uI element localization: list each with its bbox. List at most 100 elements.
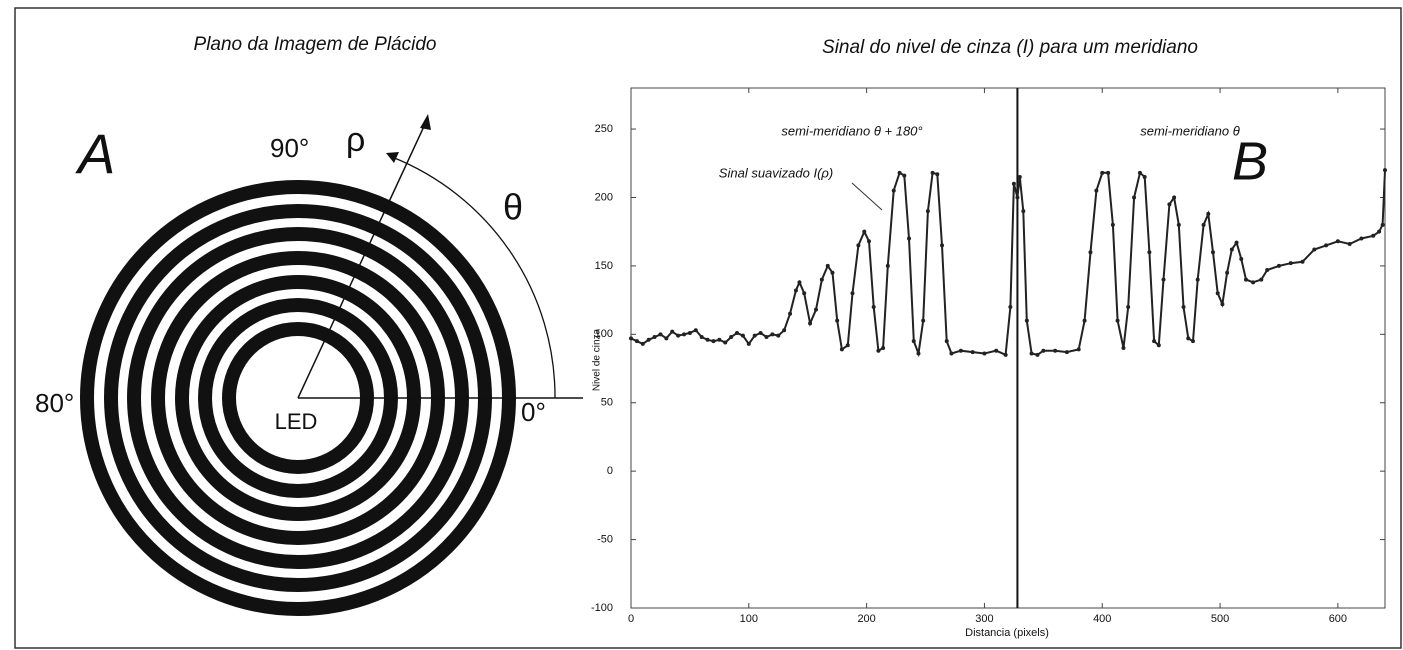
signal-point [764, 335, 769, 340]
signal-point [1115, 318, 1120, 323]
annotation: semi-meridiano θ + 180° [781, 123, 922, 138]
signal-point [866, 239, 871, 244]
signal-point [1377, 229, 1382, 234]
signal-point [881, 346, 886, 350]
signal-point [916, 351, 921, 356]
signal-point [699, 335, 704, 340]
signal-point [911, 339, 916, 344]
signal-point [1181, 304, 1186, 309]
signal-point [1088, 250, 1093, 255]
signal-point [752, 333, 757, 338]
signal-point [1017, 174, 1022, 179]
rho-axis [297, 121, 427, 399]
arrowhead [420, 114, 431, 130]
signal-point [982, 351, 987, 356]
signal-point [1300, 259, 1305, 264]
signal-point [776, 333, 781, 338]
annotation-pointer [851, 182, 883, 211]
rho-label: ρ [346, 121, 365, 159]
signal-point [949, 351, 954, 356]
plot-frame [630, 87, 1386, 609]
signal-point [1137, 170, 1142, 175]
signal-point [797, 280, 802, 285]
signal-point [1064, 350, 1069, 355]
y-tick-label: 100 [595, 328, 613, 340]
signal-point [629, 336, 633, 341]
signal-point [1265, 268, 1270, 272]
chart-title: Sinal do nivel de cinza (I) para um meri… [822, 37, 1198, 58]
signal-point [1106, 170, 1111, 175]
annotation: semi-meridiano θ [1140, 123, 1240, 138]
signal-point [871, 304, 876, 309]
x-tick-label: 500 [1211, 613, 1229, 625]
signal-point [1172, 195, 1177, 200]
signal-point [1239, 257, 1244, 262]
signal-point [862, 229, 867, 234]
signal-line [630, 170, 1386, 358]
signal-point [1029, 351, 1034, 356]
x-tick-label: 100 [740, 613, 758, 625]
signal-point [693, 328, 698, 333]
signal-point [640, 341, 645, 346]
signal-point [682, 332, 687, 337]
signal-point [658, 332, 663, 337]
signal-point [711, 339, 716, 344]
panel-label: A [75, 122, 115, 185]
x-tick-label: 400 [1093, 613, 1111, 625]
signal-point [902, 173, 907, 178]
signal-point [1359, 236, 1364, 241]
signal-point [1335, 239, 1340, 244]
signal-point [850, 291, 855, 296]
signal-point [793, 288, 798, 293]
signal-point [907, 236, 912, 241]
signal-point [856, 243, 861, 248]
signal-point [1041, 348, 1046, 353]
y-tick-label: 50 [601, 397, 613, 409]
signal-point [958, 348, 963, 353]
y-tick-label: 250 [595, 123, 613, 135]
signal-point [1011, 181, 1016, 186]
signal-point [788, 311, 793, 316]
signal-point [930, 170, 935, 175]
signal-point [717, 337, 722, 342]
y-axis-label: Nivel de cinza [592, 328, 603, 391]
theta-arc [391, 156, 556, 399]
y-tick-label: -100 [591, 602, 613, 614]
signal-point [994, 348, 999, 353]
signal-point [664, 336, 669, 341]
signal-point [1380, 222, 1385, 227]
signal-point [835, 318, 840, 323]
diagram-title: Plano da Imagem de Plácido [194, 34, 437, 55]
signal-point [1234, 240, 1239, 245]
signal-point [1035, 352, 1040, 357]
signal-point [819, 277, 824, 282]
signal-point [1008, 304, 1013, 309]
signal-point [1076, 347, 1081, 352]
signal-point [897, 170, 902, 175]
signal-point [1259, 277, 1264, 282]
signal-point [705, 337, 710, 342]
signal-point [1132, 195, 1137, 200]
signal-point [825, 263, 830, 268]
signal-point [891, 188, 896, 193]
angle-label: 80° [35, 388, 74, 418]
signal-point [1176, 222, 1181, 227]
center-label: LED [275, 409, 318, 434]
signal-point [1021, 209, 1026, 214]
angle-label: 90° [270, 133, 309, 163]
panel-label: B [1232, 131, 1268, 191]
signal-point [723, 340, 728, 345]
signal-point [1147, 250, 1152, 255]
signal-point [1210, 250, 1215, 255]
signal-point [1201, 222, 1206, 227]
signal-point [646, 337, 651, 342]
signal-point [1251, 280, 1256, 285]
x-axis-label: Distancia (pixels) [965, 627, 1049, 639]
signal-point [770, 332, 775, 337]
signal-point [1190, 339, 1195, 344]
signal-point [670, 329, 675, 334]
x-tick-label: 0 [628, 613, 634, 625]
signal-point [1229, 247, 1234, 252]
angle-label: 0° [521, 397, 546, 427]
